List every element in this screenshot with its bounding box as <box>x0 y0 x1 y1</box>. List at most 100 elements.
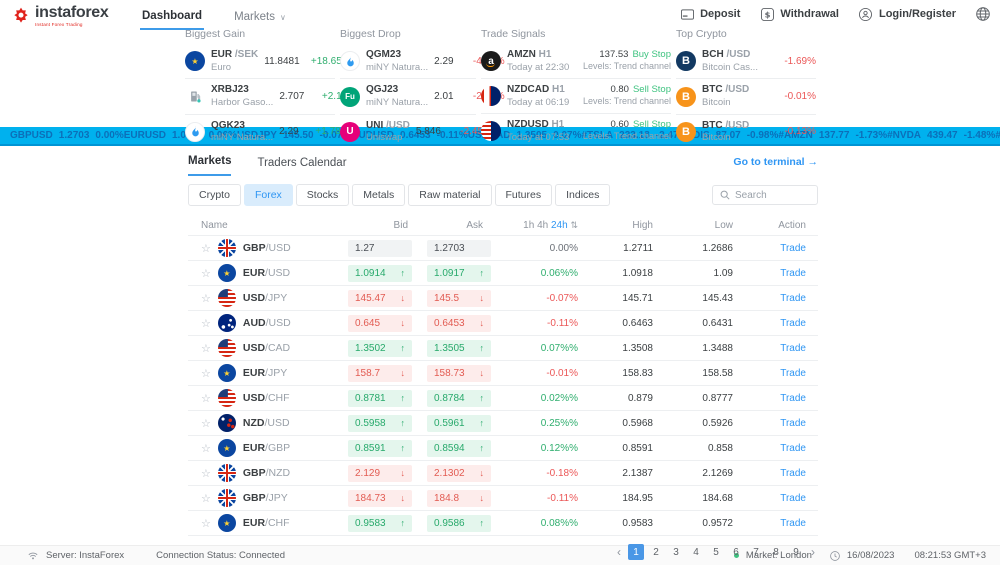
item-name: Euro <box>211 61 232 73</box>
page-button-6[interactable]: 6 <box>733 546 739 558</box>
page-button-9[interactable]: 9 <box>793 546 799 558</box>
filter-chip-stocks[interactable]: Stocks <box>295 184 350 206</box>
favorite-star-icon[interactable]: ☆ <box>201 442 211 455</box>
filter-row: Crypto Forex Stocks Metals Raw material Futur… <box>188 184 818 206</box>
ticker-item: #DIS 87.07 -0.98% <box>687 130 779 141</box>
page-button-1[interactable]: 1 <box>628 544 644 560</box>
user-icon <box>859 7 873 21</box>
page-button-8[interactable]: 8 <box>773 546 779 558</box>
low-value: 0.858 <box>707 442 733 454</box>
widget-market-item[interactable]: XRBJ23 Harbor Gaso... 2.707 +2.11% <box>185 79 355 115</box>
item-name: miNY Natura... <box>366 61 429 73</box>
trade-signal-item[interactable]: NZDCAD H1 Today at 06:19 0.80 Sell Stop Leve… <box>481 79 671 115</box>
instaforex-logo[interactable]: instaforex Instant Forex Trading <box>10 5 109 28</box>
trade-button[interactable]: Trade <box>780 467 806 479</box>
prev-page-button[interactable]: ‹ <box>617 545 621 559</box>
trade-button[interactable]: Trade <box>780 242 806 254</box>
trade-button[interactable]: Trade <box>780 492 806 504</box>
favorite-star-icon[interactable]: ☆ <box>201 417 211 430</box>
filter-chip-futures[interactable]: Futures <box>494 184 553 206</box>
page-button-2[interactable]: 2 <box>653 546 659 558</box>
filter-chip-forex[interactable]: Forex <box>243 184 293 206</box>
favorite-star-icon[interactable]: ☆ <box>201 492 211 505</box>
filter-chip-indices[interactable]: Indices <box>555 184 611 206</box>
change-value: 0.07%% <box>540 342 578 354</box>
change-value: 0.02%% <box>540 392 578 404</box>
search-input[interactable] <box>735 189 810 201</box>
trade-button[interactable]: Trade <box>780 392 806 404</box>
change-value: -0.07% <box>546 292 578 304</box>
trade-button[interactable]: Trade <box>780 442 806 454</box>
trade-signal-item[interactable]: NZDUSD H1 Today at 07:53 0.60 Sell Stop Leve… <box>481 114 671 148</box>
high-value: 0.6463 <box>622 317 653 329</box>
date-value: 16/08/2023 <box>846 550 895 561</box>
col-change-sort[interactable]: 1h 4h 24h ⇅ <box>491 220 578 231</box>
us-flag-icon <box>217 289 236 307</box>
trade-button[interactable]: Trade <box>780 342 806 354</box>
filter-chip-raw-material[interactable]: Raw material <box>408 184 492 206</box>
signal-icon <box>28 551 38 560</box>
withdrawal-button[interactable]: $ Withdrawal <box>760 7 839 21</box>
pair-name: GBP/JPY <box>242 492 288 504</box>
gas-flame-icon <box>185 121 205 142</box>
favorite-star-icon[interactable]: ☆ <box>201 392 211 405</box>
item-price: 2.01 <box>434 91 454 103</box>
price-pill: 1.27 <box>348 239 412 257</box>
page-button-4[interactable]: 4 <box>693 546 699 558</box>
widget-market-item[interactable]: ★ EUR /SEK Euro 11.8481 +18.65% <box>185 44 351 80</box>
page-button-3[interactable]: 3 <box>673 546 679 558</box>
trade-button[interactable]: Trade <box>780 417 806 429</box>
tab-markets[interactable]: Markets <box>188 155 232 176</box>
filter-chip-metals[interactable]: Metals <box>352 184 406 206</box>
page-button-7[interactable]: 7 <box>753 546 759 558</box>
trade-button[interactable]: Trade <box>780 292 806 304</box>
price-pill: 0.9586 ↑ <box>427 514 491 532</box>
next-page-button[interactable]: › <box>811 545 815 559</box>
favorite-star-icon[interactable]: ☆ <box>201 267 211 280</box>
favorite-star-icon[interactable]: ☆ <box>201 467 211 480</box>
trade-signal-item[interactable]: a AMZN H1 Today at 22:30 137.53 Buy Stop Leve… <box>481 44 671 80</box>
biggest-drop-title: Biggest Drop <box>340 28 401 40</box>
crypto-item[interactable]: B BCH /USD Bitcoin Cas... -1.69% <box>676 44 816 80</box>
col-low: Low <box>714 220 733 231</box>
eu-flag-icon: ★ <box>217 364 236 382</box>
language-globe-button[interactable] <box>976 7 990 21</box>
widget-market-item[interactable]: QGK23 miNY Natura... 2.29 +1.78% <box>185 115 350 149</box>
trade-button[interactable]: Trade <box>780 367 806 379</box>
go-to-terminal-link[interactable]: Go to terminal → <box>733 156 818 168</box>
nav-markets[interactable]: Markets ∨ <box>232 0 288 30</box>
price-pill: 184.73 ↓ <box>348 489 412 507</box>
price-pill: 158.73 ↓ <box>427 364 491 382</box>
filter-chip-crypto[interactable]: Crypto <box>188 184 241 206</box>
item-symbol: EUR /SEK <box>211 49 259 60</box>
clock-icon <box>830 550 840 561</box>
tab-traders-calendar[interactable]: Traders Calendar <box>257 157 346 176</box>
signal-levels: Levels: Trend channel <box>582 61 671 72</box>
login-register-button[interactable]: Login/Register <box>859 7 956 21</box>
crypto-item[interactable]: B BTC /USD Bitcoin -0.01% <box>676 79 816 115</box>
crypto-item[interactable]: B BTC /USD Bitcoin -0.13% <box>676 115 816 149</box>
favorite-star-icon[interactable]: ☆ <box>201 517 211 530</box>
nav-dashboard[interactable]: Dashboard <box>140 0 205 30</box>
widget-market-item[interactable]: U UNI /USD Uniswap 5.846 -2.45% <box>340 115 492 149</box>
search-box[interactable] <box>712 185 818 205</box>
signal-price-action: 137.53 Buy Stop <box>599 49 671 60</box>
pair-name: GBP/NZD <box>242 467 291 479</box>
favorite-star-icon[interactable]: ☆ <box>201 242 211 255</box>
favorite-star-icon[interactable]: ☆ <box>201 342 211 355</box>
favorite-star-icon[interactable]: ☆ <box>201 317 211 330</box>
trade-button[interactable]: Trade <box>780 317 806 329</box>
favorite-star-icon[interactable]: ☆ <box>201 367 211 380</box>
price-pill: 0.5958 ↑ <box>348 414 412 432</box>
favorite-star-icon[interactable]: ☆ <box>201 292 211 305</box>
deposit-button[interactable]: Deposit <box>680 7 740 21</box>
trade-button[interactable]: Trade <box>780 267 806 279</box>
signal-levels: Levels: Trend channel <box>582 131 671 142</box>
trade-button[interactable]: Trade <box>780 517 806 529</box>
low-value: 0.5926 <box>702 417 733 429</box>
low-value: 158.58 <box>702 367 733 379</box>
page-button-5[interactable]: 5 <box>713 546 719 558</box>
